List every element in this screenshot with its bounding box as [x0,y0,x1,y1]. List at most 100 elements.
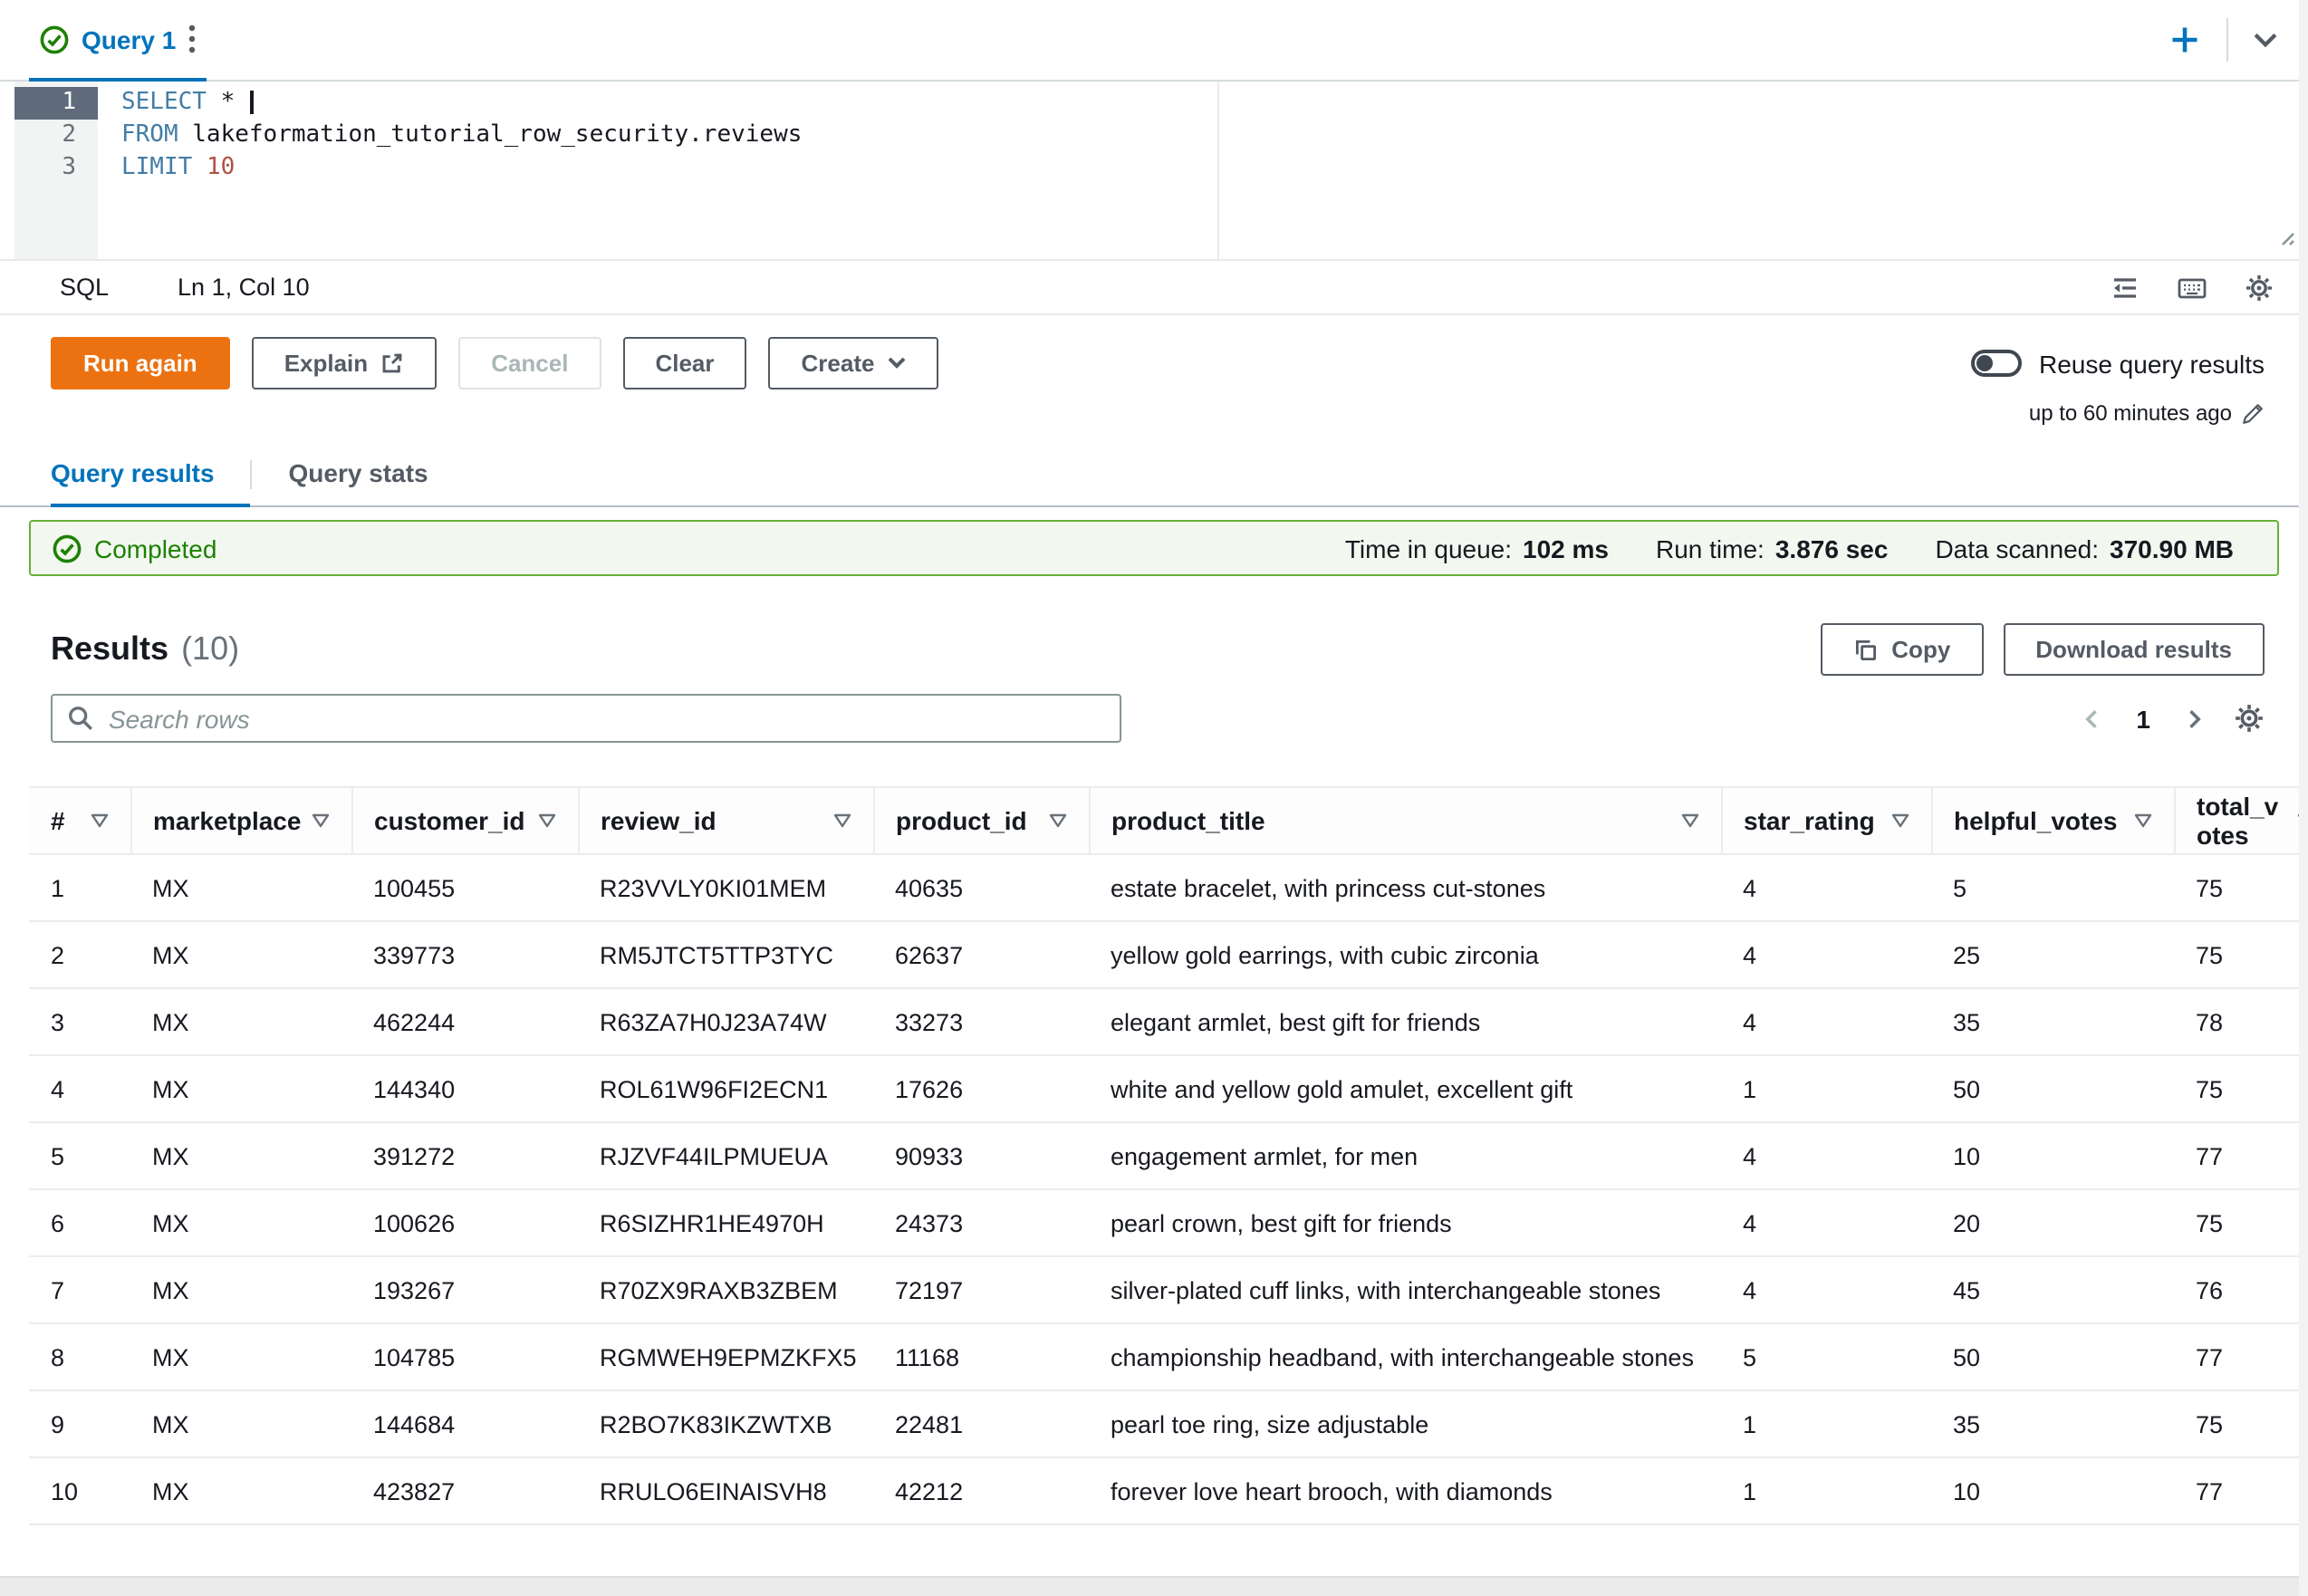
cell-product_id: 33273 [873,988,1089,1056]
column-label-star_rating: star_rating [1744,805,1875,835]
editor-line-number: 2 [62,121,76,149]
metric-label: Time in queue: [1344,534,1513,562]
cell-total_votes: 77 [2174,1323,2301,1391]
column-filter-icon[interactable] [1048,813,1066,828]
tab-query-1[interactable]: Query 1 [29,0,207,82]
tab-kebab-menu-icon[interactable] [188,24,196,54]
column-filter-icon[interactable] [832,813,851,828]
sql-code-area[interactable]: SELECT * FROM lakeformation_tutorial_row_… [98,82,2308,259]
tab-query-results[interactable]: Query results [51,455,251,507]
column-header-star_rating[interactable]: star_rating [1720,786,1931,855]
cell-marketplace: MX [130,1390,351,1458]
result-row: 2 MX 339773 RM5JTCT5TTP3TYC 62637 yellow gold… [29,921,2301,989]
create-label: Create [801,350,875,377]
column-filter-icon[interactable] [537,813,555,828]
pencil-icon[interactable] [2241,401,2265,425]
new-query-tab-button[interactable] [2163,18,2207,62]
results-table-container: # marketplace customer_id review_id product_… [29,786,2301,1525]
column-filter-icon[interactable] [2133,813,2151,828]
cell-product_title: forever love heart brooch, with diamonds [1089,1457,1721,1525]
result-row: 7 MX 193267 R70ZX9RAXB3ZBEM 72197 silver-plat… [29,1256,2301,1324]
copy-button[interactable]: Copy [1821,623,1984,676]
create-dropdown-button[interactable]: Create [768,337,938,389]
run-again-button[interactable]: Run again [51,337,230,389]
column-header-index[interactable]: # [29,786,130,855]
copy-label: Copy [1891,636,1951,663]
results-count: (10) [181,630,240,667]
horizontal-scrollbar[interactable] [0,1576,2308,1596]
column-filter-icon[interactable] [1890,813,1909,828]
format-query-button[interactable] [2105,267,2145,307]
column-filter-icon[interactable] [311,813,329,828]
query-success-icon [40,24,69,53]
column-header-marketplace[interactable]: marketplace [130,786,351,855]
metric-label: Run time: [1656,534,1765,562]
query-tabs-bar: Query 1 [0,0,2308,82]
query-actions: Run again Explain Cancel Clear Create [0,315,2308,426]
copy-icon [1853,637,1879,662]
keyboard-shortcuts-button[interactable] [2172,267,2212,307]
current-page-number[interactable]: 1 [2136,704,2150,733]
cell-marketplace: MX [130,988,351,1056]
column-label-helpful_votes: helpful_votes [1954,805,2118,835]
query-stats-tab-label: Query stats [288,458,428,487]
keyboard-icon [2178,273,2207,302]
cell-helpful_votes: 5 [1931,854,2174,922]
cell-star_rating: 1 [1721,1457,1931,1525]
editor-resize-handle[interactable] [2275,226,2295,254]
cell-review_id: R70ZX9RAXB3ZBEM [578,1256,873,1324]
cell-product_title: estate bracelet, with princess cut-stone… [1089,854,1721,922]
previous-page-button[interactable] [2080,706,2105,731]
column-header-product_id[interactable]: product_id [872,786,1089,855]
search-rows-input[interactable] [51,694,1121,743]
cell-customer_id: 462244 [351,988,578,1056]
cell-customer_id: 423827 [351,1457,578,1525]
cell-product_id: 40635 [873,854,1089,922]
code-token: LIMIT [121,154,193,181]
editor-status-icons [2105,267,2279,307]
column-header-product_title[interactable]: product_title [1088,786,1721,855]
cell-customer_id: 391272 [351,1122,578,1190]
cell-product_id: 24373 [873,1189,1089,1257]
query-action-buttons: Run again Explain Cancel Clear Create [51,337,938,426]
cell-product_id: 62637 [873,921,1089,989]
code-token: lakeformation_tutorial_row_security.revi… [178,121,803,149]
tab-divider [250,460,253,489]
column-header-helpful_votes[interactable]: helpful_votes [1930,786,2174,855]
results-tabs: Query results Query stats [0,455,2308,507]
run-time-metric: Run time: 3.876 sec [1656,534,1888,562]
cell-helpful_votes: 50 [1931,1055,2174,1123]
result-row: 4 MX 144340 ROL61W96FI2ECN1 17626 white and y… [29,1055,2301,1123]
cell-marketplace: MX [130,854,351,922]
table-preferences-gear-icon[interactable] [2234,703,2265,734]
results-toolbar: 1 [0,694,2308,743]
external-link-icon [380,351,404,375]
format-lines-icon [2111,273,2140,302]
column-header-customer_id[interactable]: customer_id [351,786,578,855]
text-cursor [249,91,254,114]
column-filter-icon[interactable] [90,813,108,828]
clear-label: Clear [655,350,715,377]
tabbar-controls [2163,0,2283,80]
reuse-results-toggle[interactable] [1971,350,2023,377]
column-filter-icon[interactable] [1680,813,1698,828]
cell-helpful_votes: 25 [1931,921,2174,989]
cell-helpful_votes: 10 [1931,1122,2174,1190]
cell-customer_id: 100626 [351,1189,578,1257]
caret-down-icon [887,357,905,370]
next-page-button[interactable] [2181,706,2207,731]
cancel-button[interactable]: Cancel [458,337,601,389]
column-header-review_id[interactable]: review_id [577,786,873,855]
explain-button[interactable]: Explain [251,337,438,389]
clear-button[interactable]: Clear [622,337,747,389]
cell-helpful_votes: 20 [1931,1189,2174,1257]
tab-query-stats[interactable]: Query stats [253,455,465,505]
column-header-total_votes[interactable]: total_votes [2173,786,2301,855]
editor-settings-button[interactable] [2239,267,2279,307]
gear-icon [2245,273,2274,302]
right-edge-gutter [2299,0,2308,1596]
tabs-overflow-button[interactable] [2248,26,2283,53]
download-results-button[interactable]: Download results [2003,623,2265,676]
